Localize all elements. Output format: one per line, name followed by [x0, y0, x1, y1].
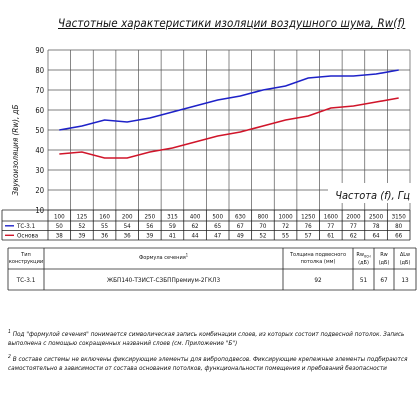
- y-tick-label: 60: [35, 106, 44, 115]
- spec-header-thickness: Толщина подвесного: [289, 252, 346, 258]
- data-label: 52: [259, 233, 266, 240]
- data-label: 72: [282, 223, 289, 230]
- x-tick-label: 125: [77, 214, 88, 221]
- x-axis-label: Частота (f), Гц: [335, 189, 410, 202]
- data-label: 39: [78, 233, 86, 240]
- data-label: 62: [350, 233, 357, 240]
- spec-cell-formula: ЖБП140-ТЗИСТ-СЗБППремиум-2ГКЛ3: [107, 276, 221, 284]
- data-label: 47: [214, 233, 222, 240]
- footnote-2-text: В составе системы не включены фиксирующи…: [8, 355, 408, 372]
- x-tick-label: 3150: [392, 214, 407, 221]
- data-label: 50: [56, 223, 64, 230]
- x-tick-label: 315: [167, 214, 178, 221]
- y-tick-label: 50: [35, 126, 44, 135]
- x-tick-label: 800: [258, 214, 269, 221]
- data-label: 54: [124, 223, 132, 230]
- x-tick-label: 160: [99, 214, 110, 221]
- data-label: 57: [305, 233, 313, 240]
- data-label: 44: [192, 233, 200, 240]
- data-label: 55: [282, 233, 290, 240]
- data-label: 65: [214, 223, 222, 230]
- spec-header-formula: Формула сечения1: [139, 253, 188, 262]
- data-label: 49: [237, 233, 245, 240]
- x-tick-label: 200: [122, 214, 133, 221]
- data-label: 77: [327, 223, 335, 230]
- legend-label: ТС-3.1: [16, 223, 36, 230]
- y-tick-label: 40: [35, 146, 44, 155]
- x-tick-label: 630: [235, 214, 246, 221]
- series-line-1: [59, 97, 399, 159]
- x-tick-label: 2000: [346, 214, 361, 221]
- y-axis-label: Звукоизоляция (Rw), дБ: [11, 105, 20, 196]
- spec-cell-rw: 67: [380, 276, 388, 284]
- spec-cell-thickness: 92: [314, 276, 322, 284]
- data-label: 56: [146, 223, 154, 230]
- spec-header-dl: (дБ): [400, 260, 411, 266]
- spec-header-rw: (дБ): [379, 260, 390, 266]
- data-label: 55: [101, 223, 109, 230]
- data-label: 41: [169, 233, 177, 240]
- y-tick-label: 70: [35, 86, 44, 95]
- data-label: 80: [395, 223, 403, 230]
- x-tick-label: 400: [190, 214, 201, 221]
- spec-cell-dl: 13: [401, 276, 409, 284]
- spec-header-rw-base: Rwосн: [356, 252, 371, 259]
- spec-header-thickness: потолка (мм): [301, 259, 336, 265]
- data-label: 67: [237, 223, 245, 230]
- y-tick-label: 10: [35, 206, 44, 215]
- x-tick-label: 1000: [278, 214, 293, 221]
- y-tick-label: 90: [35, 46, 44, 55]
- spec-header-dl: ΔLw: [400, 252, 410, 258]
- spec-header-type: конструкции: [9, 259, 43, 265]
- x-tick-label: 250: [145, 214, 156, 221]
- footnote-1-text: Под "формулой сечения" понимается символ…: [8, 330, 405, 347]
- chart: 10 20 30 40 50 60 70 80 90 Звукоизоляция (Rw), д…: [1, 46, 417, 291]
- spec-cell-rw-base: 51: [360, 276, 368, 284]
- y-tick-label: 30: [35, 166, 44, 175]
- data-label: 76: [305, 223, 313, 230]
- spec-header-rw-base: (дБ): [358, 260, 369, 266]
- data-label: 66: [395, 233, 403, 240]
- spec-header-type: Тип: [20, 252, 31, 258]
- spec-cell-type: ТС-3.1: [16, 276, 36, 284]
- x-tick-label: 1250: [301, 214, 316, 221]
- data-label: 70: [259, 223, 267, 230]
- chart-title: Частотные характеристики изоляции воздуш…: [58, 16, 406, 30]
- data-label: 38: [56, 233, 64, 240]
- data-label: 77: [350, 223, 358, 230]
- data-label: 61: [327, 233, 335, 240]
- data-label: 59: [169, 223, 177, 230]
- data-label: 64: [373, 233, 381, 240]
- x-tick-label: 1600: [324, 214, 339, 221]
- series-line-0: [59, 69, 399, 131]
- footnote-2: 2 В составе системы не включены фиксирую…: [8, 354, 408, 372]
- data-label: 52: [78, 223, 85, 230]
- data-label: 62: [192, 223, 199, 230]
- spec-header-rw: Rw: [380, 252, 388, 258]
- data-label: 78: [373, 223, 381, 230]
- y-tick-label: 20: [35, 186, 44, 195]
- x-tick-label: 100: [54, 214, 65, 221]
- data-label: 36: [101, 233, 109, 240]
- y-tick-label: 80: [35, 66, 44, 75]
- legend-label: Основа: [17, 233, 38, 240]
- x-tick-label: 500: [212, 214, 223, 221]
- footnote-1: 1 Под "формулой сечения" понимается симв…: [8, 329, 405, 347]
- data-label: 36: [124, 233, 132, 240]
- x-tick-label: 2500: [369, 214, 384, 221]
- data-label: 39: [146, 233, 154, 240]
